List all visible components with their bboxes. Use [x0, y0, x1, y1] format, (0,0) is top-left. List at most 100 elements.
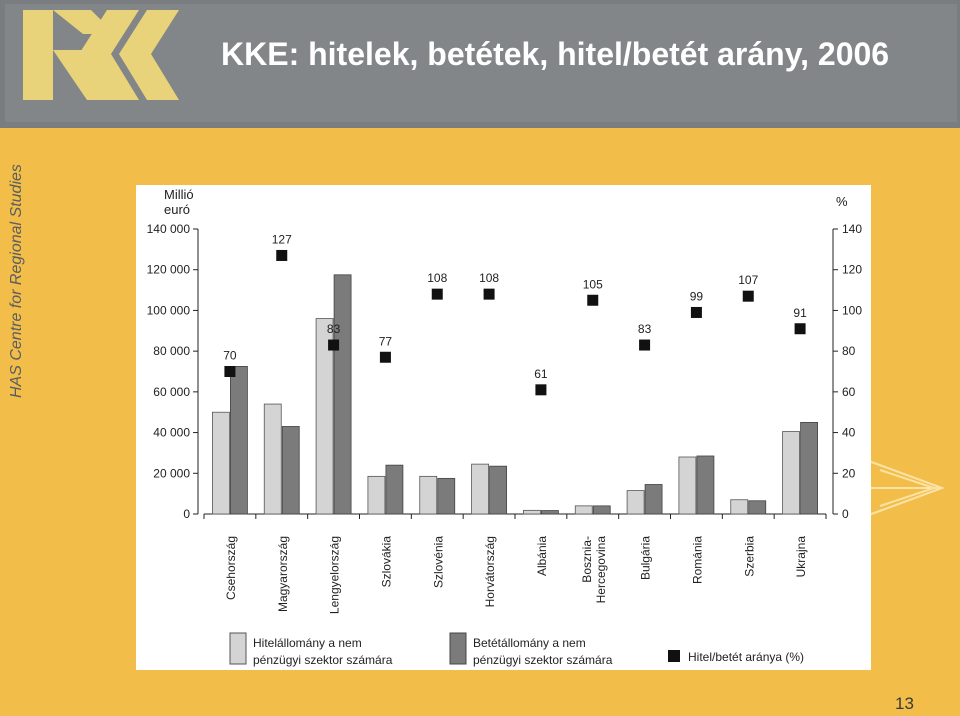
category-label-text: Csehország — [224, 536, 238, 600]
legend-label: pénzügyi szektor számára — [253, 653, 393, 667]
ratio-marker — [690, 306, 702, 318]
chart: Millió euró % 0 0 20 000 20 40 000 40 60 000 60… — [147, 187, 863, 667]
left-tick-label: 140 000 — [147, 222, 191, 236]
left-tick-label: 120 000 — [147, 263, 191, 277]
bar-loans — [419, 475, 438, 515]
left-axis-unit-line2: euró — [164, 202, 190, 217]
bar-loans — [626, 490, 645, 515]
ratio-marker — [639, 339, 651, 351]
ratio-marker — [431, 288, 443, 300]
category-label-text: Albánia — [535, 536, 549, 576]
right-tick-label: 120 — [842, 263, 862, 277]
legend-label: Hitel/betét aránya (%) — [688, 650, 804, 664]
bar-deposits — [281, 426, 300, 515]
left-tick-label: 60 000 — [153, 385, 190, 399]
category-label: Magyarország — [276, 536, 290, 612]
bar-loans — [212, 411, 230, 515]
right-tick-label: 80 — [842, 344, 856, 358]
bar-deposits — [800, 421, 818, 515]
bar-loans — [730, 499, 749, 515]
ratio-data-label: 91 — [793, 306, 807, 320]
ratio-data-label: 108 — [427, 271, 447, 285]
ratio-marker — [483, 288, 495, 300]
legend-label: Betétállomány a nem — [473, 636, 586, 650]
left-tick-label: 80 000 — [153, 344, 190, 358]
right-axis-unit: % — [836, 194, 848, 209]
header-panel: KKE: hitelek, betétek, hitel/betét arány… — [5, 4, 957, 122]
category-label-text: Ukrajna — [794, 536, 808, 578]
page-number: 13 — [895, 694, 914, 713]
ratio-markers: 70 127 83 77 108 108 61 105 83 99 107 91 — [223, 232, 807, 396]
bar-loans — [367, 475, 386, 515]
left-tick-label: 40 000 — [153, 426, 190, 440]
ratio-marker — [224, 366, 236, 377]
ratio-marker — [276, 249, 288, 261]
category-label: Bulgária — [639, 536, 653, 580]
legend: Hitelállomány a nem pénzügyi szektor szám… — [229, 632, 804, 667]
category-label-text: Bosznia- — [580, 536, 594, 583]
category-label: Bosznia- Hercegovina — [580, 536, 608, 604]
left-axis-unit-line1: Millió — [164, 187, 194, 202]
chart-panel: Millió euró % 0 0 20 000 20 40 000 40 60 000 60… — [136, 185, 871, 670]
bar-loans — [574, 505, 593, 515]
bar-deposits — [489, 465, 507, 515]
category-label-text: Románia — [690, 536, 704, 584]
rkk-logo — [23, 10, 179, 100]
ratio-data-label: 61 — [534, 367, 548, 381]
category-label: Albánia — [535, 536, 549, 576]
category-label: Szerbia — [742, 536, 756, 577]
bar-loans — [782, 431, 800, 515]
left-tick-label: 20 000 — [153, 466, 190, 480]
bar-deposits — [385, 464, 404, 515]
category-label: Ukrajna — [794, 536, 808, 578]
bar-loans — [678, 456, 697, 515]
right-tick-label: 100 — [842, 303, 862, 317]
legend-label: pénzügyi szektor számára — [473, 653, 613, 667]
bar-deposits — [748, 500, 767, 515]
slide-header: KKE: hitelek, betétek, hitel/betét arány… — [0, 0, 960, 128]
bar-deposits — [230, 366, 248, 515]
category-label: Szlovénia — [431, 536, 445, 588]
ratio-data-label: 83 — [638, 322, 652, 336]
category-label: Horvátország — [483, 536, 497, 607]
ratio-data-label: 108 — [479, 271, 499, 285]
category-label-text: Szlovákia — [379, 536, 393, 588]
category-label: Lengyelország — [328, 536, 342, 614]
left-tick-label: 100 000 — [147, 303, 191, 317]
bar-deposits — [541, 510, 559, 515]
bars — [212, 274, 818, 515]
ratio-marker — [742, 290, 754, 302]
category-label-text: Lengyelország — [328, 536, 342, 614]
legend-swatch-loans — [229, 632, 247, 665]
side-caption: HAS Centre for Regional Studies — [8, 164, 25, 398]
right-tick-label: 140 — [842, 222, 862, 236]
category-label: Románia — [690, 536, 704, 584]
ratio-data-label: 127 — [272, 232, 292, 246]
bar-loans — [263, 403, 282, 515]
legend-label: Hitelállomány a nem — [253, 636, 362, 650]
right-tick-label: 40 — [842, 426, 856, 440]
ratio-data-label: 77 — [379, 334, 393, 348]
bar-deposits — [696, 455, 715, 515]
ratio-marker — [794, 323, 806, 335]
right-tick-label: 20 — [842, 466, 856, 480]
category-label-text: Magyarország — [276, 536, 290, 612]
axes: 0 0 20 000 20 40 000 40 60 000 60 80 000 80 100 00… — [147, 222, 863, 521]
legend-swatch-deposits — [449, 632, 467, 665]
right-tick-label: 0 — [842, 507, 849, 521]
bar-deposits — [644, 484, 663, 515]
slide-title: KKE: hitelek, betétek, hitel/betét arány… — [221, 36, 890, 72]
decor-arrow-icon — [865, 459, 945, 517]
bar-loans — [523, 509, 541, 515]
ratio-data-label: 99 — [690, 289, 704, 303]
category-label-text: Bulgária — [639, 536, 653, 580]
left-tick-label: 0 — [183, 507, 190, 521]
ratio-data-label: 105 — [583, 277, 603, 291]
ratio-data-label: 107 — [738, 273, 758, 287]
ratio-marker — [587, 294, 599, 306]
ratio-marker — [328, 339, 340, 351]
legend-swatch-ratio — [668, 650, 680, 662]
bar-loans — [315, 318, 334, 515]
ratio-marker — [535, 384, 547, 396]
ratio-data-label: 70 — [223, 349, 237, 363]
